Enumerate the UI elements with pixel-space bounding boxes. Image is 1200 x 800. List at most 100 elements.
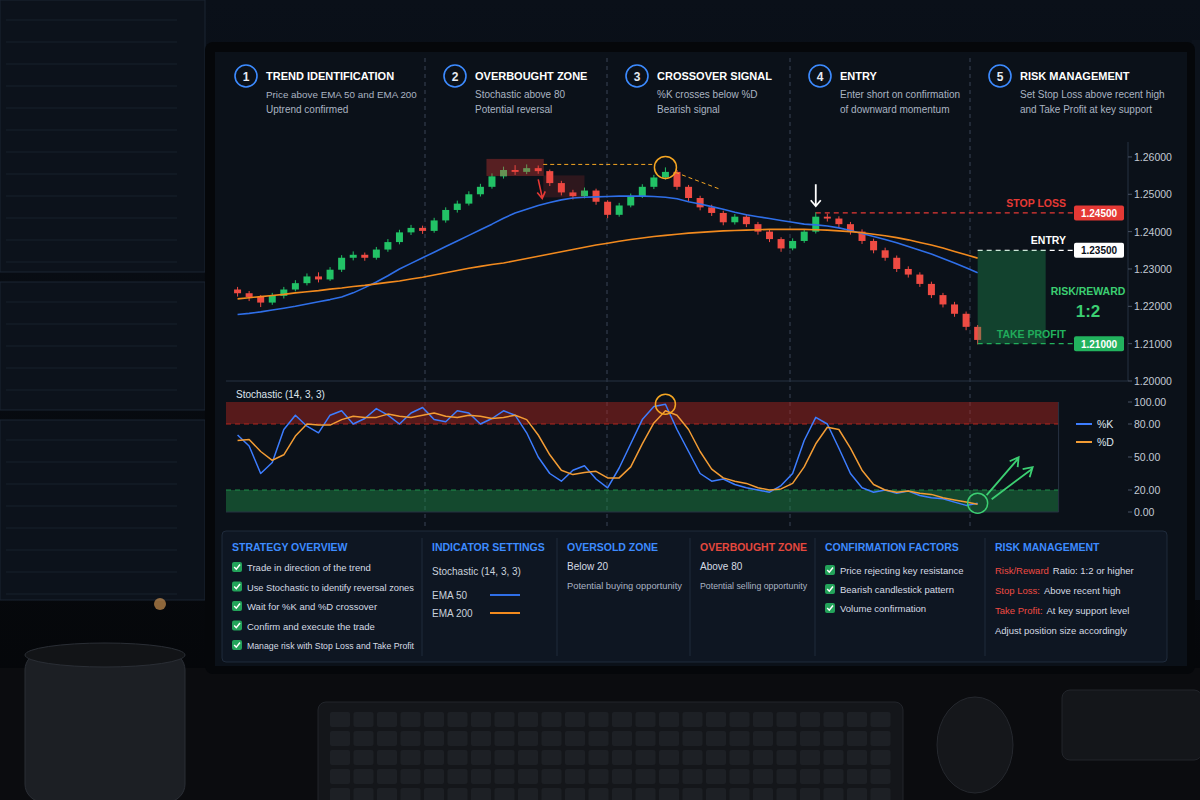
key bbox=[706, 731, 726, 746]
key bbox=[800, 731, 820, 746]
check-mark bbox=[234, 643, 240, 648]
candle-body bbox=[350, 255, 357, 258]
level-value: 1.23500 bbox=[1081, 245, 1118, 256]
mug bbox=[25, 652, 185, 800]
candle-body bbox=[627, 196, 634, 205]
key bbox=[753, 788, 773, 800]
zone-edge bbox=[226, 489, 1059, 490]
rr-label: RISK/REWARD bbox=[1051, 285, 1126, 297]
key bbox=[330, 788, 350, 800]
level-value: 1.21000 bbox=[1081, 339, 1118, 350]
key bbox=[871, 769, 891, 784]
tick-mark bbox=[1128, 490, 1132, 491]
monitor-screen bbox=[215, 52, 1187, 666]
tick-label: 1.23000 bbox=[1134, 263, 1172, 275]
rr-ratio: 1:2 bbox=[1076, 302, 1101, 321]
candle-body bbox=[766, 232, 773, 239]
level-line bbox=[816, 212, 1074, 213]
key bbox=[847, 731, 867, 746]
key bbox=[871, 788, 891, 800]
tick-mark bbox=[1128, 156, 1132, 157]
guide-line bbox=[543, 164, 654, 165]
step-number: 4 bbox=[817, 70, 824, 84]
candle-body bbox=[697, 198, 704, 207]
key bbox=[847, 788, 867, 800]
key bbox=[706, 750, 726, 765]
key bbox=[612, 788, 632, 800]
risk-row: Adjust position size accordingly bbox=[995, 625, 1127, 636]
key bbox=[871, 731, 891, 746]
candle-body bbox=[292, 283, 299, 289]
tick-label: 50.00 bbox=[1134, 451, 1160, 463]
key bbox=[424, 712, 444, 727]
resistance-shade bbox=[543, 175, 584, 197]
key bbox=[659, 769, 679, 784]
side-grid bbox=[6, 302, 177, 303]
ema-line bbox=[238, 196, 978, 314]
key bbox=[518, 769, 538, 784]
side-grid bbox=[6, 108, 177, 109]
candle-body bbox=[303, 276, 310, 283]
candle-body bbox=[639, 187, 646, 196]
scene: 1TREND IDENTIFICATIONPrice above EMA 50 … bbox=[0, 0, 1200, 800]
key bbox=[847, 712, 867, 727]
key bbox=[753, 731, 773, 746]
panel-divider bbox=[985, 538, 986, 656]
panel-divider bbox=[557, 538, 558, 656]
risk-row: Take Profit:At key support level bbox=[995, 605, 1129, 616]
key bbox=[824, 788, 844, 800]
key bbox=[777, 750, 797, 765]
key bbox=[401, 750, 421, 765]
candle-body bbox=[685, 187, 692, 198]
indicator-name: EMA 200 bbox=[432, 608, 473, 619]
side-grid bbox=[6, 240, 177, 241]
step-title: CROSSOVER SIGNAL bbox=[657, 70, 772, 82]
side-grid bbox=[6, 20, 177, 21]
key bbox=[589, 750, 609, 765]
tick-label: 1.24000 bbox=[1134, 226, 1172, 238]
risk-text: Adjust position size accordingly bbox=[995, 625, 1127, 636]
key bbox=[824, 750, 844, 765]
step-text: Uptrend confirmed bbox=[266, 104, 348, 115]
mug-top bbox=[25, 643, 185, 667]
candle-body bbox=[442, 210, 449, 220]
side-grid bbox=[6, 64, 177, 65]
key bbox=[753, 750, 773, 765]
panel-text: Below 20 bbox=[567, 561, 609, 572]
panel-title: INDICATOR SETTINGS bbox=[432, 541, 545, 553]
key bbox=[495, 769, 515, 784]
level-box bbox=[1074, 205, 1124, 220]
candle-body bbox=[778, 239, 785, 248]
mouse bbox=[937, 697, 1013, 793]
check-text: Trade in direction of the trend bbox=[247, 562, 371, 573]
key bbox=[377, 731, 397, 746]
candle-body bbox=[928, 284, 935, 295]
key bbox=[612, 731, 632, 746]
key bbox=[777, 731, 797, 746]
tick-label: 1.26000 bbox=[1134, 151, 1172, 163]
key bbox=[706, 769, 726, 784]
key bbox=[401, 731, 421, 746]
check-mark bbox=[234, 604, 240, 609]
stoch-plot bbox=[238, 404, 978, 505]
key bbox=[589, 788, 609, 800]
indicator-swatch bbox=[490, 594, 520, 596]
key bbox=[683, 731, 703, 746]
level-box bbox=[1074, 243, 1124, 258]
step-divider bbox=[970, 58, 971, 527]
key bbox=[354, 788, 374, 800]
risk-text: Above recent high bbox=[1044, 585, 1121, 596]
key bbox=[424, 750, 444, 765]
key bbox=[683, 788, 703, 800]
key bbox=[659, 750, 679, 765]
key bbox=[636, 750, 656, 765]
panel-title: OVERBOUGHT ZONE bbox=[700, 542, 807, 553]
check-box bbox=[232, 582, 242, 592]
candle-body bbox=[338, 258, 345, 270]
side-grid bbox=[6, 262, 177, 263]
key bbox=[683, 712, 703, 727]
legend-swatch bbox=[1076, 441, 1092, 443]
key bbox=[636, 731, 656, 746]
candle-body bbox=[708, 207, 715, 213]
key bbox=[730, 769, 750, 784]
